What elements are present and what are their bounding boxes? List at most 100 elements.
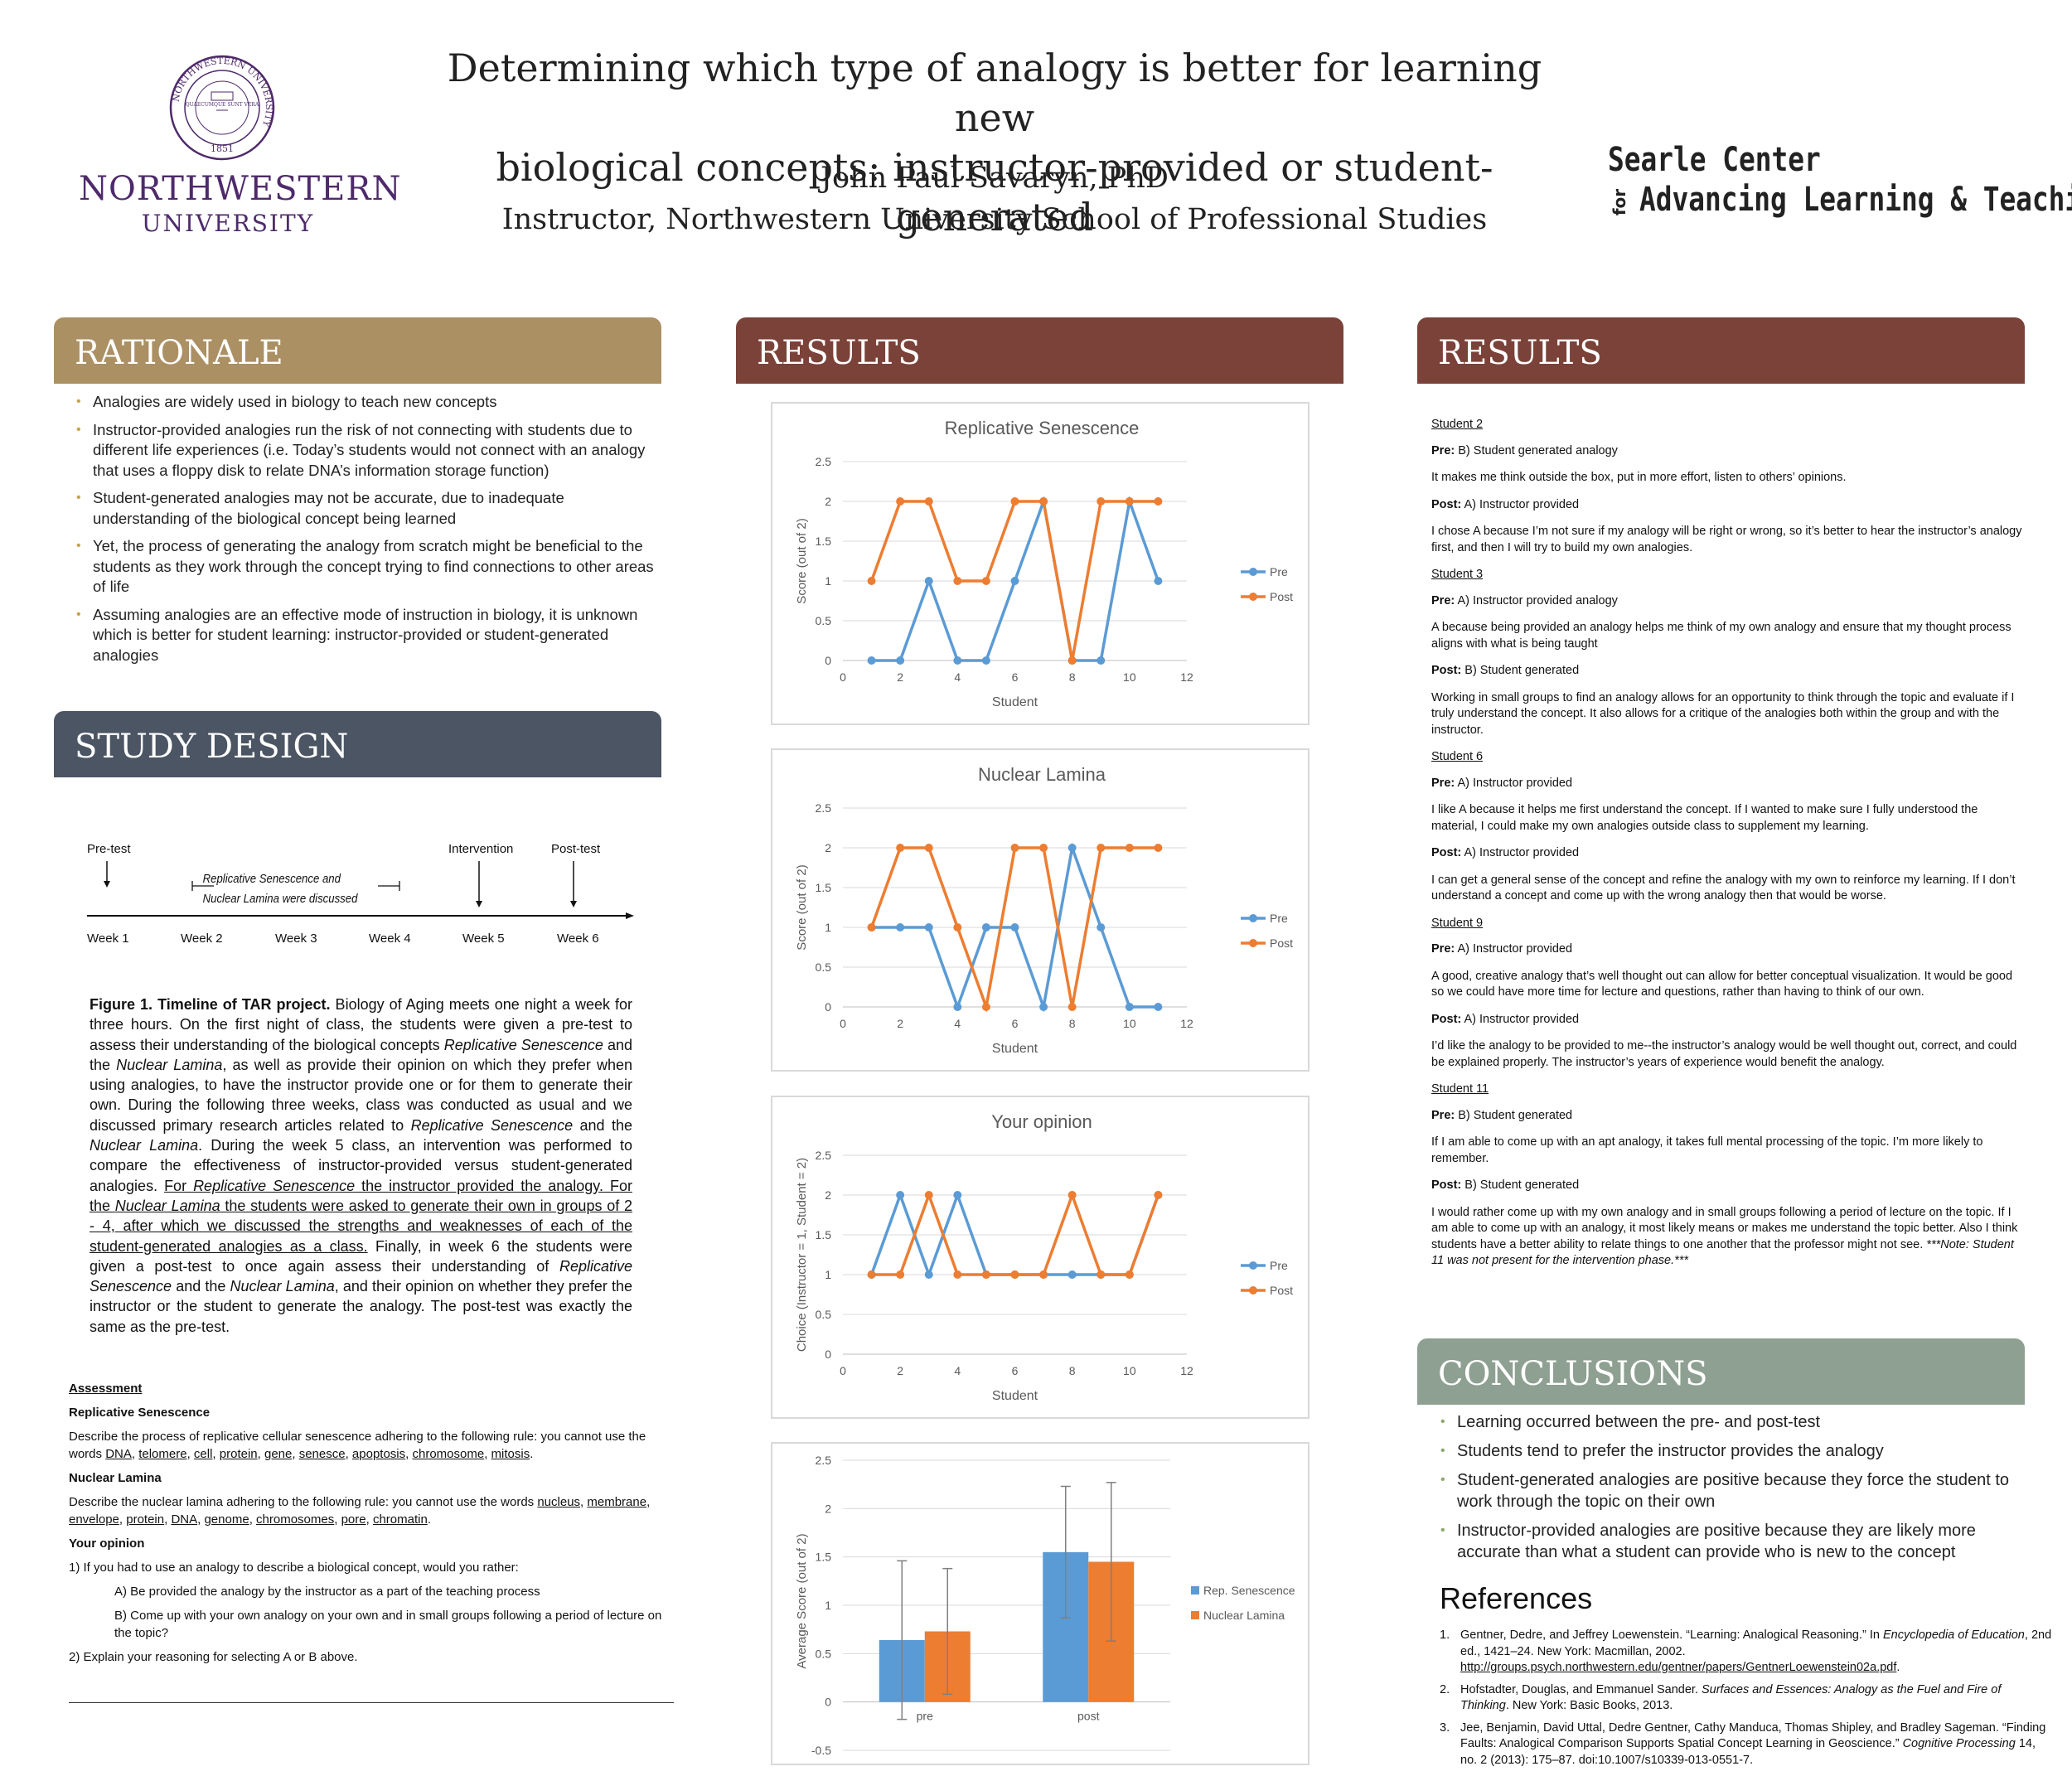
caption-term: Nuclear Lamina bbox=[230, 1278, 335, 1295]
reference-item: 1. Gentner, Dedre, and Jeffrey Loewenstei… bbox=[1440, 1628, 2053, 1677]
searle-for: for bbox=[1610, 188, 1629, 216]
reference-item: 2. Hofstadter, Douglas, and Emmanuel Sand… bbox=[1440, 1682, 2053, 1715]
data-point-pre bbox=[1067, 1270, 1077, 1279]
legend-label: Rep. Senescence bbox=[1203, 1584, 1295, 1597]
assessment-nl-heading: Nuclear Lamina bbox=[69, 1471, 162, 1485]
study-design-header: STUDY DESIGN bbox=[54, 711, 661, 777]
pre-reason: It makes me think outside the box, put i… bbox=[1431, 471, 1847, 484]
y-tick-label: 1 bbox=[825, 574, 831, 588]
caption-text: and the bbox=[90, 1036, 632, 1073]
x-axis-label: Student bbox=[992, 695, 1038, 709]
prompt-text: Describe the process of replicative cell… bbox=[69, 1430, 646, 1461]
rationale-item: Assuming analogies are an effective mode… bbox=[71, 605, 660, 666]
chart-nuclear-lamina: Nuclear Lamina 0 0.5 1 1.5 2 2.5 0 2 4 6 8 10 12 Stude… bbox=[771, 748, 1310, 1072]
x-tick-label: 12 bbox=[1180, 1364, 1193, 1377]
assessment-option-a: A) Be provided the analogy by the instru… bbox=[114, 1585, 540, 1599]
assessment-question-2: 2) Explain your reasoning for selecting … bbox=[69, 1650, 358, 1664]
post-reason: I’d like the analogy to be provided to m… bbox=[1431, 1038, 2024, 1071]
data-point-post bbox=[1010, 497, 1019, 506]
reference-text: 14, no. 2 (2013): 175–87. doi:10.1007/s1… bbox=[1460, 1737, 2036, 1767]
y-axis-label: Score (out of 2) bbox=[795, 864, 809, 950]
data-point-pre bbox=[1097, 923, 1106, 932]
chart-your-opinion: Your opinion 0 0.5 1 1.5 2 2.5 0 2 4 6 8 10 12 Student… bbox=[771, 1096, 1310, 1419]
legend-marker-post bbox=[1249, 939, 1257, 947]
pre-reason: A because being provided an analogy help… bbox=[1431, 621, 2011, 651]
data-point-pre bbox=[1067, 844, 1077, 852]
data-point-pre bbox=[896, 1191, 905, 1199]
figure-label: Figure 1. Timeline of TAR project. bbox=[90, 996, 331, 1013]
student-heading: Student 2 bbox=[1431, 418, 1484, 431]
reference-number: 1. bbox=[1440, 1628, 1450, 1642]
northwestern-wordmark: NORTHWESTERN bbox=[79, 170, 402, 208]
post-label: Post: bbox=[1431, 1012, 1462, 1026]
searle-line-1: Searle Center bbox=[1608, 141, 1821, 179]
x-tick-label: 0 bbox=[840, 670, 846, 684]
data-point-pre bbox=[924, 1270, 933, 1279]
assessment-option-b: B) Come up with your own analogy on your… bbox=[69, 1607, 674, 1642]
reference-number: 2. bbox=[1440, 1682, 1450, 1696]
assessment-nl-prompt: Describe the nuclear lamina adhering to … bbox=[69, 1493, 674, 1528]
author-name: John Paul Savaryn, PhD bbox=[821, 162, 1169, 195]
post-choice: Post: A) Instructor provided bbox=[1431, 497, 2024, 514]
caption-text: and the bbox=[172, 1278, 230, 1295]
northwestern-logo: NORTHWESTERN UNIVERSITY QUAECUMQUE SUNT … bbox=[79, 54, 402, 244]
post-reason: Working in small groups to find an analo… bbox=[1431, 690, 2024, 739]
reference-text: . bbox=[1896, 1661, 1900, 1674]
data-point-post bbox=[1154, 844, 1163, 852]
chart-average-score: -0.5 0 0.5 1 1.5 2 2.5 Average Score (out of 2)… bbox=[771, 1442, 1310, 1765]
rationale-item: Instructor-provided analogies run the ri… bbox=[71, 420, 660, 482]
data-point-pre bbox=[1010, 923, 1019, 932]
caption-text: . During the week 5 class, an interventi… bbox=[90, 1137, 632, 1194]
results-header-left: RESULTS bbox=[736, 317, 1343, 384]
reference-item: 3. Jee, Benjamin, David Uttal, Dedre Gent… bbox=[1440, 1720, 2053, 1769]
rationale-list: Analogies are widely used in biology to … bbox=[71, 392, 660, 673]
y-tick-label: 0.5 bbox=[816, 961, 832, 974]
forbidden-word: genome bbox=[204, 1512, 249, 1527]
y-tick-label: 0 bbox=[825, 1348, 831, 1361]
rationale-item: Analogies are widely used in biology to … bbox=[71, 392, 660, 413]
x-tick-label: 12 bbox=[1180, 1017, 1193, 1030]
chart-svg: Replicative Senescence 0 0.5 1 1.5 2 2.5 0 2 4 6 8 1… bbox=[795, 418, 1293, 709]
legend-marker-pre bbox=[1249, 568, 1257, 576]
post-reason: I would rather come up with my own analo… bbox=[1431, 1205, 2024, 1270]
forbidden-word: cell bbox=[193, 1447, 213, 1461]
pre-choice: Pre: A) Instructor provided bbox=[1431, 776, 2024, 792]
post-choice-text: A) Instructor provided bbox=[1461, 846, 1580, 859]
forbidden-word: DNA bbox=[105, 1447, 132, 1461]
caption-term: Nuclear Lamina bbox=[116, 1056, 223, 1073]
searle-center-logo: Searle Center for Advancing Learning & T… bbox=[1608, 141, 2072, 232]
data-point-post bbox=[1010, 1270, 1019, 1279]
option-b-text: B) Come up with your own analogy on your… bbox=[114, 1609, 662, 1640]
y-axis-label: Score (out of 2) bbox=[795, 518, 809, 603]
pre-choice: Pre: B) Student generated bbox=[1431, 1108, 2024, 1125]
y-tick-label: 0.5 bbox=[816, 1647, 832, 1660]
legend-marker-pre bbox=[1249, 1261, 1257, 1270]
x-tick-label: 0 bbox=[840, 1364, 846, 1377]
pre-label: Pre: bbox=[1431, 1108, 1455, 1122]
forbidden-word: protein bbox=[219, 1447, 258, 1461]
y-tick-label: 2 bbox=[825, 495, 831, 508]
pre-choice: Pre: A) Instructor provided bbox=[1431, 941, 2024, 958]
caption-text: the instructor provided the analogy. For… bbox=[90, 1177, 632, 1214]
x-axis-label: Student bbox=[992, 1389, 1038, 1403]
category-label: post bbox=[1077, 1710, 1100, 1723]
data-point-pre bbox=[1154, 1003, 1163, 1011]
caption-text: Finally, in week 6 the students were giv… bbox=[90, 1237, 632, 1275]
caption-text: , as well as provide their opinion on wh… bbox=[90, 1056, 633, 1134]
references-list: 1. Gentner, Dedre, and Jeffrey Loewenstei… bbox=[1440, 1628, 2053, 1774]
forbidden-word: chromatin bbox=[372, 1512, 428, 1527]
legend-label: Post bbox=[1270, 936, 1293, 950]
assessment-section: Assessment Replicative Senescence Descri… bbox=[69, 1380, 674, 1672]
chart-title: Replicative Senescence bbox=[945, 418, 1140, 438]
post-reason-text: I’d like the analogy to be provided to m… bbox=[1431, 1039, 2017, 1069]
legend-label: Pre bbox=[1270, 912, 1288, 925]
timeline-posttest-label: Post-test bbox=[551, 842, 601, 856]
y-tick-label: -0.5 bbox=[811, 1744, 831, 1757]
data-point-post bbox=[1067, 656, 1077, 665]
x-tick-label: 8 bbox=[1069, 1017, 1076, 1030]
data-point-pre bbox=[1097, 656, 1106, 665]
chart-svg: Your opinion 0 0.5 1 1.5 2 2.5 0 2 4 6 8 10 12 Student… bbox=[795, 1111, 1293, 1403]
x-tick-label: 4 bbox=[954, 1017, 961, 1030]
y-tick-label: 2.5 bbox=[816, 455, 832, 468]
conclusion-item: Student-generated analogies are positive… bbox=[1435, 1469, 2032, 1512]
